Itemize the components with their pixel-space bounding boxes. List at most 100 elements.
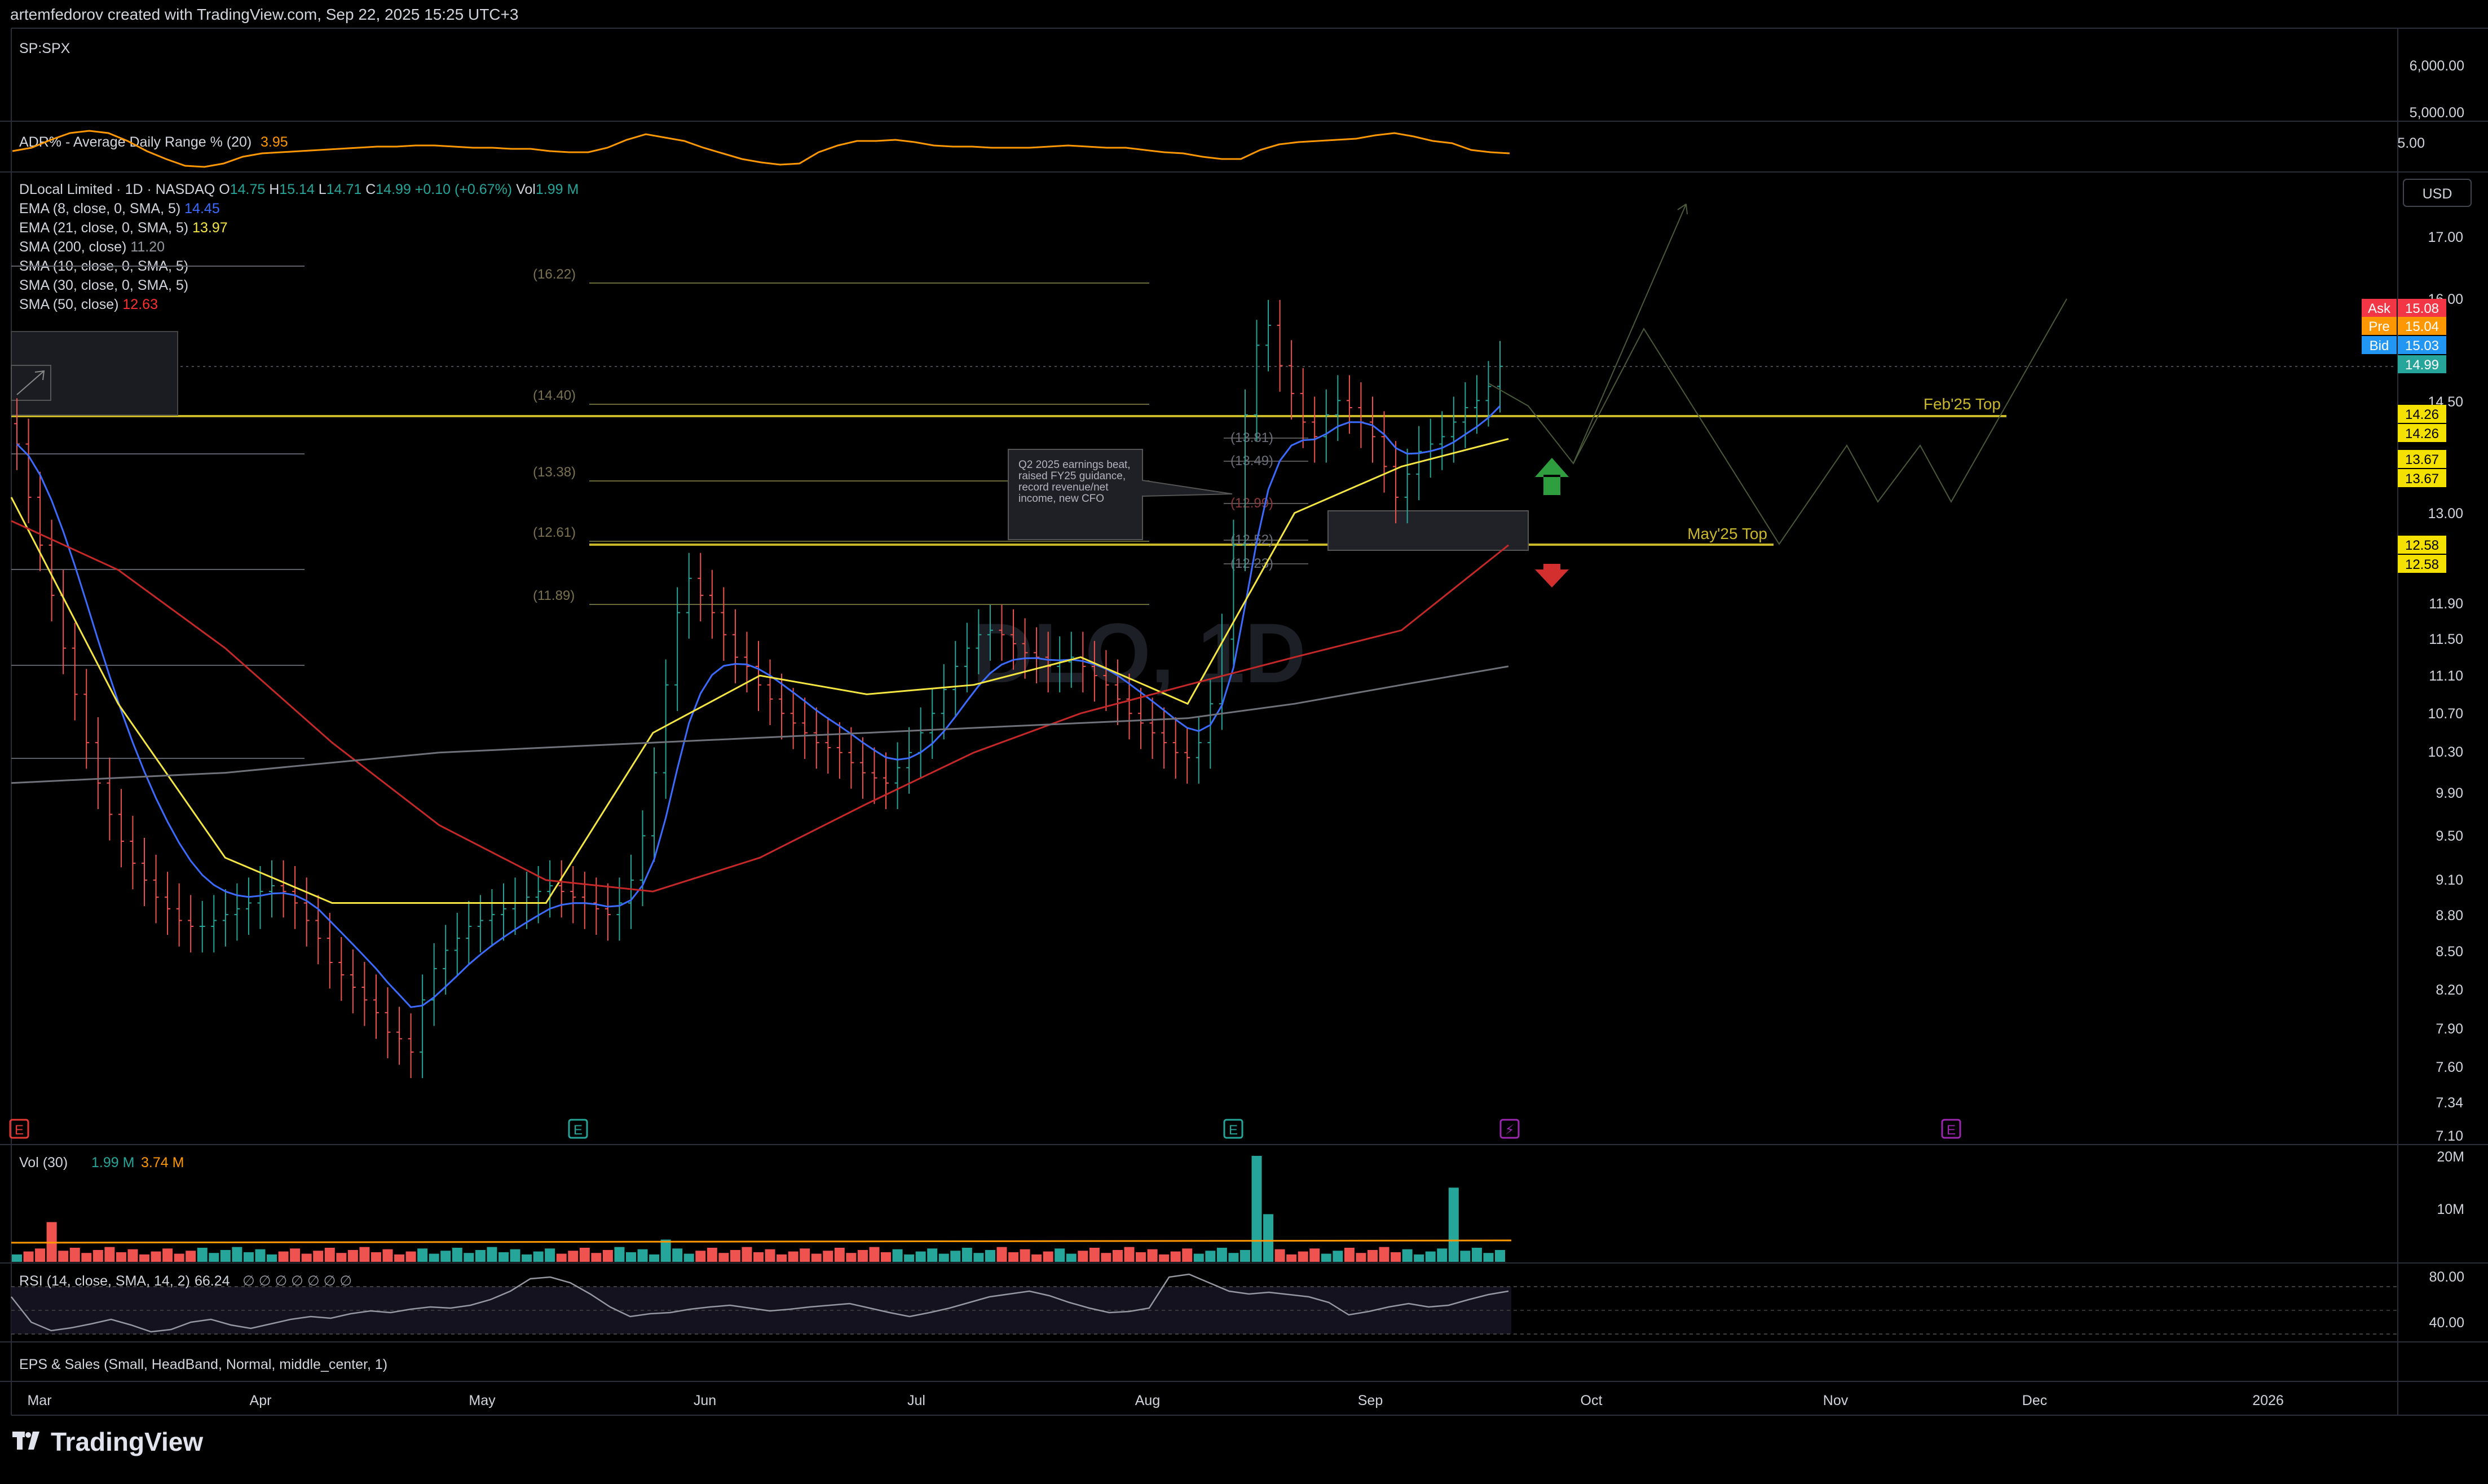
volume-bar: [1356, 1253, 1366, 1262]
volume-bar: [1078, 1251, 1088, 1262]
volume-bar: [1471, 1247, 1482, 1262]
volume-bar: [405, 1251, 416, 1262]
volume-bar: [811, 1253, 822, 1262]
event-marker-label: E: [574, 1123, 583, 1138]
price-tag-value: 12.58: [2405, 557, 2439, 572]
volume-bar: [174, 1253, 184, 1262]
volume-bar: [834, 1247, 845, 1262]
tradingview-logo[interactable]: TradingView: [12, 1426, 203, 1457]
volume-bar: [382, 1249, 393, 1262]
volume-bar: [1321, 1253, 1331, 1262]
volume-bar: [197, 1247, 208, 1262]
note-text: record revenue/net: [1018, 482, 1109, 493]
volume-bar: [625, 1252, 636, 1262]
volume-bar: [1367, 1249, 1378, 1262]
volume-bar: [753, 1252, 764, 1262]
earnings-event-marker[interactable]: [1499, 1119, 1520, 1139]
price-tag-bg: [2398, 555, 2446, 573]
volume-bar: [243, 1252, 254, 1262]
volume-bar: [1216, 1247, 1227, 1262]
volume-bar: [255, 1249, 266, 1262]
price-tag-bg: [2398, 405, 2446, 423]
currency-button[interactable]: [2403, 179, 2472, 207]
earnings-event-marker[interactable]: [568, 1119, 588, 1139]
volume-bar: [464, 1253, 474, 1262]
price-tag-label-bg: [2362, 299, 2397, 317]
indicator-legend: EMA (21, close, 0, SMA, 5) 13.97: [19, 220, 228, 236]
price-tag-label-bg: [2362, 317, 2397, 335]
price-tag-value: 14.26: [2405, 426, 2439, 441]
watermark-text: DLO, 1D: [972, 606, 1306, 700]
price-scale-label: 13.00: [2428, 506, 2463, 522]
note-text: income, new CFO: [1018, 493, 1104, 505]
price-tag-value: 12.58: [2405, 538, 2439, 553]
price-scale-label: 10.70: [2428, 706, 2463, 722]
volume-bar: [568, 1251, 579, 1262]
volume-bar: [1228, 1253, 1239, 1262]
volume-bar: [1089, 1247, 1100, 1262]
main-legend: DLocal Limited · 1D · NASDAQ O14.75 H15.…: [19, 182, 579, 197]
volume-bar: [800, 1248, 810, 1262]
volume-bar: [1263, 1214, 1274, 1262]
volume-bar: [938, 1253, 949, 1262]
volume-bar: [730, 1249, 740, 1262]
sma50-line: [11, 520, 1509, 893]
volume-bar: [1483, 1253, 1494, 1262]
volume-bar: [718, 1253, 729, 1262]
volume-bar: [672, 1248, 683, 1262]
volume-bar: [440, 1251, 451, 1262]
volume-bar: [336, 1253, 347, 1262]
shaded-range-box: [11, 331, 178, 416]
volume-bar: [1251, 1156, 1262, 1262]
volume-bar: [232, 1247, 242, 1262]
fib-label-left: (14.40): [533, 388, 576, 403]
time-axis-label: Dec: [2022, 1393, 2047, 1408]
volume-bar: [1402, 1249, 1413, 1262]
volume-bar: [522, 1254, 532, 1262]
volume-bar: [1008, 1252, 1019, 1262]
time-axis-label: Nov: [1823, 1393, 1849, 1408]
consolidation-box: [1327, 510, 1529, 551]
time-axis-label: Aug: [1135, 1393, 1160, 1408]
volume-bar: [1391, 1252, 1401, 1262]
volume-bar: [1147, 1249, 1158, 1262]
volume-value-2: 3.74 M: [141, 1155, 184, 1171]
price-tag-value: 14.99: [2405, 357, 2439, 373]
earnings-event-marker[interactable]: [1941, 1119, 1961, 1139]
volume-bar: [927, 1248, 938, 1262]
tradingview-logo-icon: [12, 1432, 39, 1450]
price-scale-label: 10.30: [2428, 744, 2463, 760]
rsi-scale-label: 40.00: [2429, 1315, 2464, 1331]
volume-bar: [116, 1252, 126, 1262]
volume-scale-label: 10M: [2437, 1202, 2464, 1217]
volume-bar: [846, 1253, 857, 1262]
volume-bar: [649, 1254, 660, 1262]
volume-bar: [1495, 1249, 1505, 1262]
volume-bar: [695, 1251, 706, 1262]
projection-path-1: [1488, 204, 1687, 465]
volume-bar: [220, 1249, 231, 1262]
price-scale-label: 9.90: [2436, 785, 2463, 801]
volume-bar: [1379, 1247, 1389, 1262]
price-scale-label: 8.80: [2436, 908, 2463, 924]
volume-bar: [510, 1249, 520, 1262]
ema8-line: [16, 405, 1501, 1008]
green-up-arrow-icon: [1535, 458, 1569, 495]
volume-bar: [313, 1251, 324, 1262]
volume-bar: [324, 1247, 335, 1262]
volume-bar: [347, 1249, 358, 1262]
volume-bar: [1333, 1251, 1343, 1262]
volume-bar: [1274, 1249, 1285, 1262]
fib-label-right: (13.81): [1230, 430, 1273, 445]
indicator-legend: SMA (50, close) 12.63: [19, 297, 158, 312]
fib-label-right: (12.52): [1230, 532, 1273, 547]
price-tag-bg: [2398, 355, 2446, 373]
price-tag-bg: [2398, 299, 2446, 317]
earnings-event-marker[interactable]: [9, 1119, 29, 1139]
event-marker-label: ⚡: [1505, 1123, 1515, 1138]
fib-label-left: (11.89): [533, 588, 575, 603]
earnings-event-marker[interactable]: [1223, 1119, 1243, 1139]
volume-bar: [1309, 1248, 1320, 1262]
price-tag-value: 15.04: [2405, 319, 2439, 334]
note-callout: [1008, 449, 1233, 540]
